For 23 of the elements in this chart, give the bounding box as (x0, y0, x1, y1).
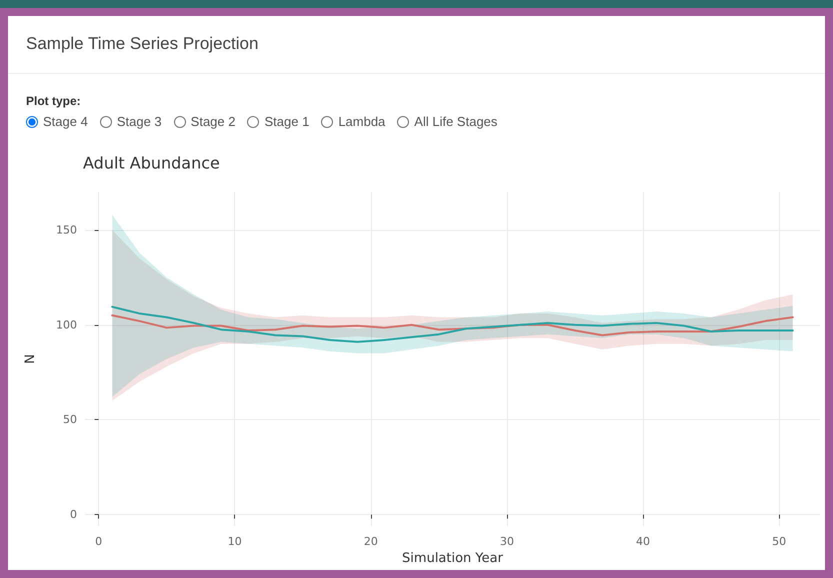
chart-title: Sample Time Series Projection (26, 34, 258, 54)
x-tick-label: 0 (95, 535, 102, 548)
y-axis-title: N (23, 354, 38, 364)
text: Stage 3 (116, 114, 162, 129)
line-series (111, 306, 794, 343)
line-series (111, 314, 794, 336)
y-tick-label: 100 (56, 318, 77, 332)
x-tick-label: 40 (636, 535, 650, 548)
text: Stage 1 (263, 114, 310, 129)
x-tick-label: 20 (364, 535, 378, 548)
x-tick-label: 30 (500, 535, 514, 548)
y-tick-label: 150 (56, 223, 77, 236)
y-tick-label: 0 (70, 508, 77, 522)
text: All Life Stages (413, 114, 498, 129)
y-tick-label: 50 (63, 413, 77, 426)
x-tick-label: 50 (772, 535, 786, 548)
chart-subtitle: Adult Abundance (83, 154, 220, 172)
x-axis-title: Simulation Year (402, 551, 504, 566)
text: Lambda (337, 114, 386, 129)
text: Plot type: (26, 94, 81, 108)
x-tick-label: 10 (228, 535, 242, 548)
text: Stage 4 (42, 114, 88, 129)
text: Stage 2 (190, 114, 236, 129)
